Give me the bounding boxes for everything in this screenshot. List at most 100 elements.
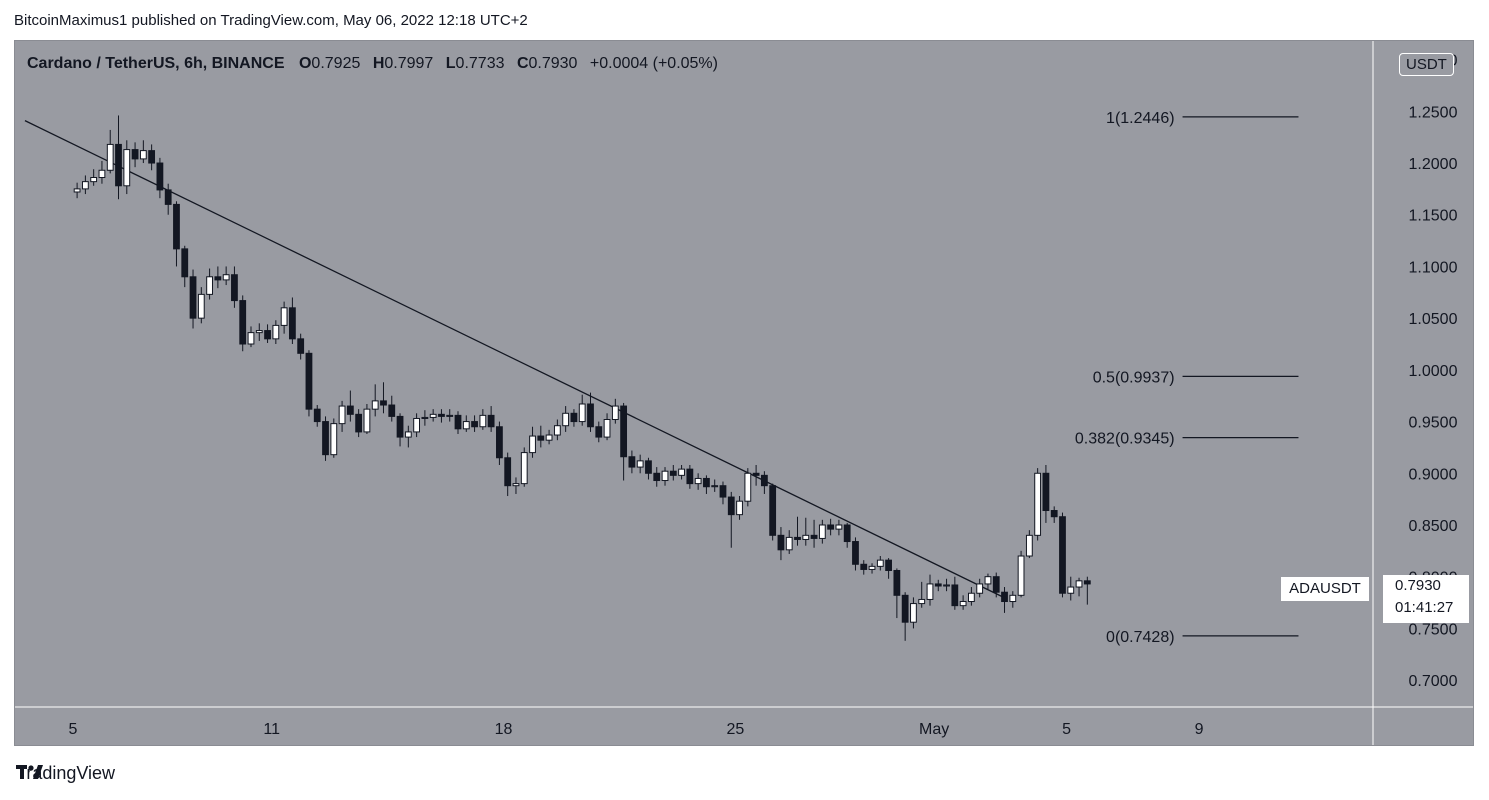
candle[interactable] <box>148 144 156 171</box>
candle[interactable] <box>380 382 387 414</box>
candle[interactable] <box>363 403 371 434</box>
candlestick-chart[interactable]: 1(1.2446) 0.5(0.9937) 0.382(0.9345) 0(0.742… <box>15 41 1474 746</box>
candle[interactable] <box>247 326 255 348</box>
candle[interactable] <box>545 429 553 445</box>
candle[interactable] <box>231 266 238 308</box>
candle[interactable] <box>562 406 570 432</box>
candle[interactable] <box>992 572 1000 598</box>
candle[interactable] <box>98 160 106 184</box>
candle[interactable] <box>454 411 462 434</box>
candle[interactable] <box>280 301 288 334</box>
candle[interactable] <box>413 413 421 438</box>
candle[interactable] <box>926 574 934 606</box>
candle[interactable] <box>802 517 810 546</box>
candle[interactable] <box>918 581 926 608</box>
candle[interactable] <box>752 465 760 486</box>
candle[interactable] <box>264 324 271 343</box>
candle[interactable] <box>537 425 545 448</box>
candle[interactable] <box>288 297 296 345</box>
candle[interactable] <box>446 409 454 422</box>
candle[interactable] <box>73 182 81 199</box>
currency-badge[interactable]: USDT <box>1399 53 1454 76</box>
candle[interactable] <box>595 421 603 443</box>
candle[interactable] <box>852 537 859 571</box>
candle[interactable] <box>885 558 892 579</box>
candle[interactable] <box>1075 577 1083 597</box>
candle[interactable] <box>1034 468 1042 541</box>
candle[interactable] <box>570 409 578 427</box>
candle[interactable] <box>578 394 586 426</box>
candle[interactable] <box>678 465 685 480</box>
candle[interactable] <box>736 496 743 520</box>
tradingview-footer[interactable]: TradingView <box>16 763 115 784</box>
candle[interactable] <box>669 465 677 481</box>
candle[interactable] <box>164 183 172 215</box>
candle[interactable] <box>123 140 131 195</box>
candle[interactable] <box>438 409 445 423</box>
candle[interactable] <box>313 405 321 427</box>
candle[interactable] <box>496 421 503 466</box>
candle[interactable] <box>827 518 835 536</box>
candle[interactable] <box>173 201 180 267</box>
descending-trendline[interactable] <box>24 120 1004 598</box>
candle[interactable] <box>255 323 263 341</box>
fib-level[interactable]: 0(0.7428) <box>1106 629 1299 646</box>
candle[interactable] <box>785 530 793 554</box>
fib-level[interactable]: 0.382(0.9345) <box>1075 431 1299 448</box>
candle[interactable] <box>156 157 164 199</box>
fib-level[interactable]: 0.5(0.9937) <box>1093 369 1299 386</box>
candle[interactable] <box>189 269 197 329</box>
candle[interactable] <box>703 475 710 494</box>
candle[interactable] <box>479 409 487 430</box>
candle[interactable] <box>1017 550 1025 598</box>
candle[interactable] <box>777 527 785 561</box>
candle[interactable] <box>976 578 984 598</box>
candle[interactable] <box>90 169 98 186</box>
candle[interactable] <box>115 115 122 200</box>
candle[interactable] <box>893 568 901 619</box>
candle[interactable] <box>487 406 495 432</box>
candle[interactable] <box>951 576 959 610</box>
candle[interactable] <box>967 587 975 606</box>
candle[interactable] <box>868 563 876 574</box>
candle[interactable] <box>429 409 437 422</box>
candle[interactable] <box>338 400 346 432</box>
candle[interactable] <box>984 573 992 590</box>
chart-pane[interactable]: 1(1.2446) 0.5(0.9937) 0.382(0.9345) 0(0.742… <box>14 40 1474 746</box>
candle[interactable] <box>727 491 735 548</box>
candle[interactable] <box>206 268 213 300</box>
candle[interactable] <box>636 454 644 474</box>
candle[interactable] <box>959 595 967 610</box>
candle[interactable] <box>553 419 561 441</box>
candle[interactable] <box>529 426 536 458</box>
candle[interactable] <box>1059 512 1066 598</box>
candle[interactable] <box>520 447 528 487</box>
candle[interactable] <box>611 398 619 424</box>
candle[interactable] <box>876 556 884 571</box>
candle[interactable] <box>835 519 843 536</box>
candle[interactable] <box>719 481 727 505</box>
candle[interactable] <box>181 245 189 288</box>
candle[interactable] <box>396 413 404 447</box>
candle[interactable] <box>910 597 917 629</box>
candle[interactable] <box>711 479 719 492</box>
candle[interactable] <box>1009 591 1017 608</box>
candle[interactable] <box>330 418 338 458</box>
candle[interactable] <box>769 483 777 541</box>
candle[interactable] <box>239 295 247 352</box>
candle[interactable] <box>744 468 752 507</box>
candle[interactable] <box>305 350 313 417</box>
candle[interactable] <box>471 415 478 432</box>
candle[interactable] <box>197 287 205 324</box>
candle[interactable] <box>371 384 379 417</box>
candle[interactable] <box>512 477 520 494</box>
candle[interactable] <box>760 471 768 494</box>
candle[interactable] <box>355 409 363 438</box>
candle[interactable] <box>843 522 851 548</box>
candle[interactable] <box>860 560 868 575</box>
fib-level[interactable]: 1(1.2446) <box>1106 110 1299 127</box>
candle[interactable] <box>934 579 942 592</box>
candle[interactable] <box>504 452 512 497</box>
candle[interactable] <box>1025 530 1033 559</box>
candle[interactable] <box>1067 576 1075 601</box>
